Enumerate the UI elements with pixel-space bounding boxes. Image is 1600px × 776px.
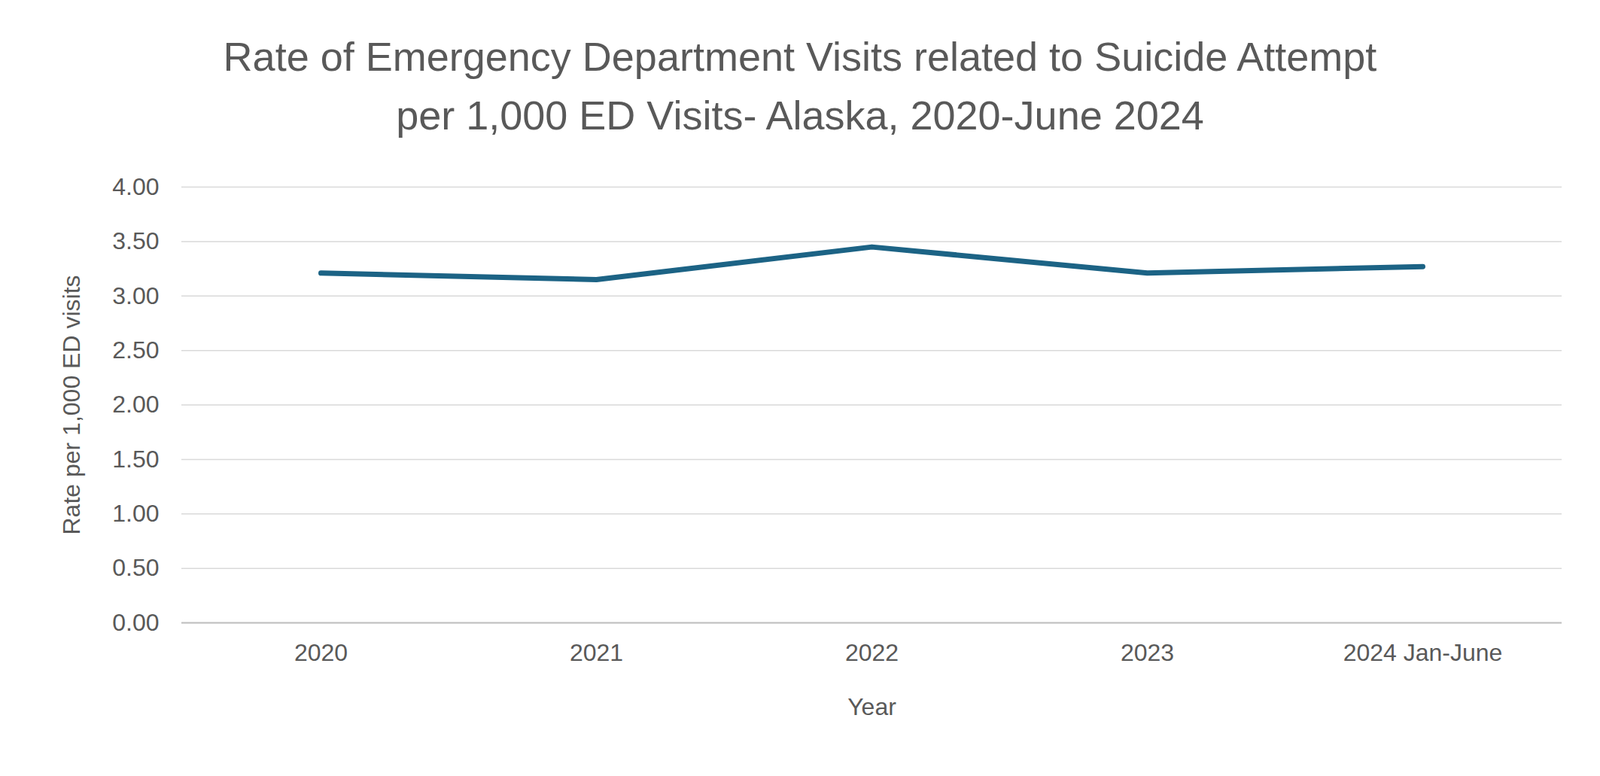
svg-text:Year: Year — [847, 693, 897, 721]
svg-text:0.00: 0.00 — [112, 608, 159, 636]
html-text:Rate of Emergency Department V: Rate of Emergency Department Visits rela… — [223, 33, 1377, 138]
svg-text:3.00: 3.00 — [112, 281, 159, 309]
svg-text:2023: 2023 — [1120, 638, 1175, 667]
svg-text:Rate per 1,000 ED visits: Rate per 1,000 ED visits — [57, 274, 86, 535]
svg-text:2022: 2022 — [845, 638, 899, 667]
svg-text:1.00: 1.00 — [112, 499, 159, 527]
svg-text:0.50: 0.50 — [112, 553, 159, 581]
svg-text:4.00: 4.00 — [112, 173, 159, 201]
svg-text:2.50: 2.50 — [112, 336, 159, 364]
svg-text:2.00: 2.00 — [112, 390, 159, 418]
svg-text:2024 Jan-June: 2024 Jan-June — [1343, 638, 1503, 667]
svg-text:2020: 2020 — [294, 638, 348, 667]
svg-text:3.50: 3.50 — [112, 227, 159, 255]
svg-text:1.50: 1.50 — [112, 445, 159, 473]
svg-text:2021: 2021 — [569, 638, 624, 667]
